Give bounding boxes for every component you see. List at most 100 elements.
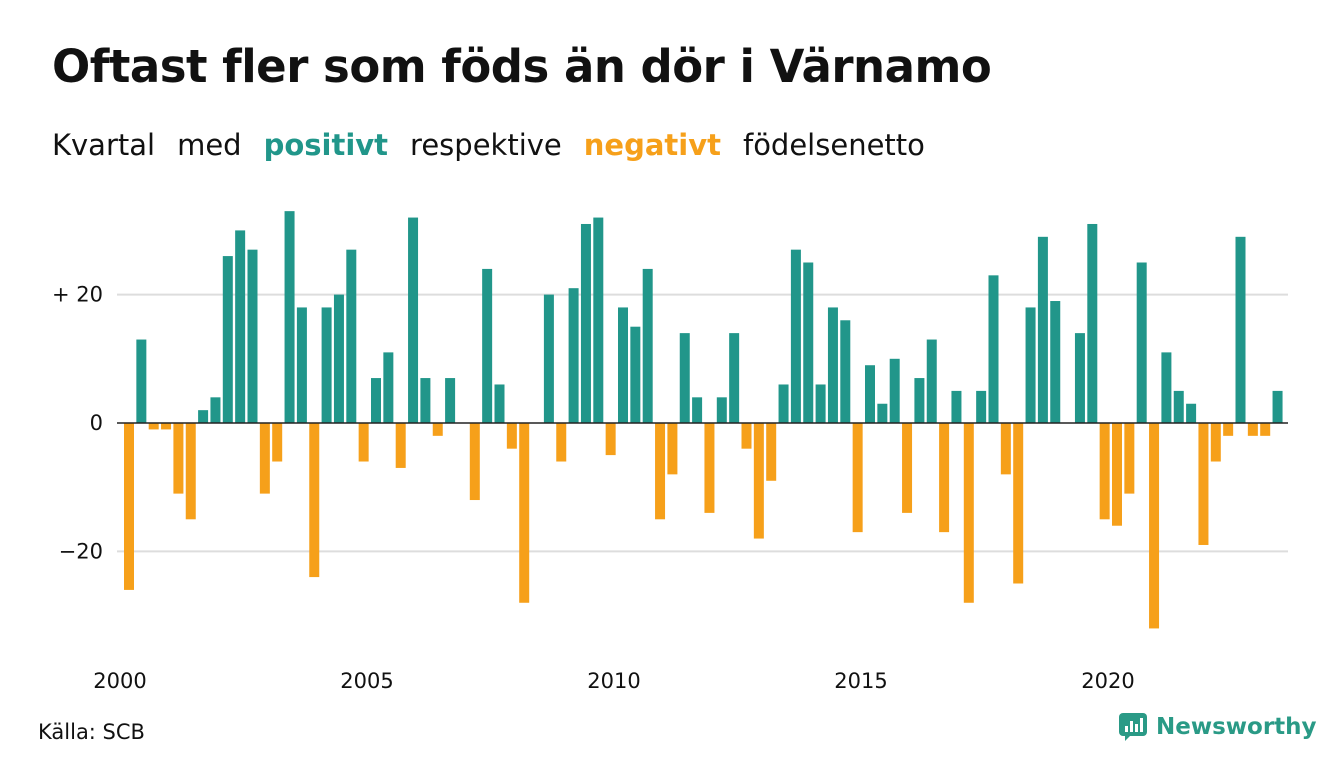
bar [778,384,789,423]
bar [889,358,900,423]
bar [272,423,283,462]
bar [124,423,134,590]
subtitle-word: respektive [410,128,562,162]
y-tick-label: −20 [59,539,103,563]
bar [543,294,554,423]
subtitle-word: födelsenetto [742,128,925,162]
source-note: Källa: SCB [38,720,145,744]
bar [161,423,172,430]
bar [1173,390,1184,423]
bar [1198,423,1209,545]
bar [469,423,480,501]
bar [815,384,826,423]
bar [1124,423,1135,494]
bar [1000,423,1011,475]
bar [939,423,950,533]
bar [716,397,727,423]
x-tick-label: 2005 [340,669,393,693]
bar [1223,423,1234,436]
bar [1210,423,1221,462]
bar [432,423,443,436]
bar [358,423,369,462]
bar [655,423,666,520]
bar [593,217,604,423]
bar [445,378,456,423]
bar [1136,262,1147,423]
legend-negative: negativt [583,128,721,162]
bar [1050,301,1061,423]
bar [198,410,209,423]
legend-positive: positivt [263,128,389,162]
bar [247,249,258,423]
bar [914,378,925,423]
bar [753,423,764,539]
bar [605,423,616,456]
bar [951,390,962,423]
bar [580,223,591,423]
bar [704,423,715,513]
bar [333,294,344,423]
bar [1013,423,1024,584]
bar [1087,223,1098,423]
bar [408,217,419,423]
bar [1149,423,1160,629]
bar [790,249,801,423]
subtitle-word: Kvartal [52,128,156,162]
bar [482,268,493,423]
bar [766,423,777,481]
brand-logo: Newsworthy [1118,712,1317,742]
bar [148,423,159,430]
bar [852,423,863,533]
bar [679,333,690,423]
bar [926,339,937,423]
bar [321,307,332,423]
bar [1235,236,1246,423]
bar [963,423,974,603]
bar [1025,307,1036,423]
bar [667,423,678,475]
bar [988,275,999,423]
bar [383,352,394,423]
bar [1099,423,1110,520]
bar [976,390,987,423]
y-tick-label: 0 [90,411,103,435]
bar [729,333,740,423]
brand-name: Newsworthy [1156,714,1317,740]
bar [1161,352,1172,423]
bar [395,423,406,468]
bar [1272,390,1283,423]
bar [1074,333,1085,423]
y-tick-label: + 20 [52,283,103,307]
bar [222,256,233,423]
bar [803,262,814,423]
bar [840,320,851,423]
bar [692,397,703,423]
x-tick-label: 2000 [93,669,146,693]
bar-chart: + 20 0 −20 2000 2005 2010 2015 2020 [52,211,1288,693]
bar [259,423,270,494]
bar [618,307,628,423]
bar [556,423,567,462]
x-tick-label: 2015 [834,669,887,693]
bar [185,423,196,520]
chart-subtitle: Kvartal med positivt respektive negativt föde… [52,128,947,162]
bar [284,211,295,423]
chart-title: Oftast fler som föds än dör i Värnamo [52,40,992,93]
x-tick-label: 2010 [587,669,640,693]
bar [630,326,641,423]
bar [519,423,530,603]
bar [235,230,246,423]
newsworthy-logo-icon [1119,713,1147,741]
bar [1186,403,1197,423]
bar [173,423,184,494]
bar [346,249,357,423]
bar [568,288,579,423]
bar [136,339,147,423]
bar [741,423,752,449]
bar [1112,423,1122,526]
bar [371,378,381,423]
bar [506,423,517,449]
bar [642,268,653,423]
bar [210,397,221,423]
bar [1260,423,1271,436]
